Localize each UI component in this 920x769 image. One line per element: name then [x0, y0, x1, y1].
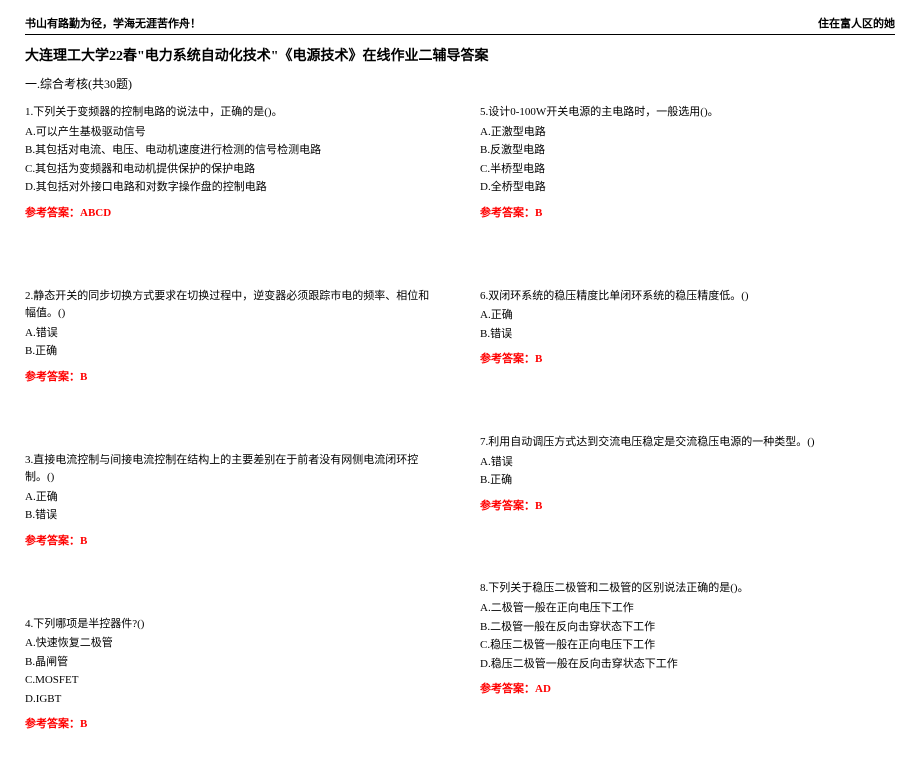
option: B.正确 — [480, 472, 895, 490]
question-3: 3.直接电流控制与间接电流控制在结构上的主要差别在于前者没有网侧电流闭环控制。(… — [25, 452, 440, 551]
right-column: 5.设计0-100W开关电源的主电路时，一般选用()。 A.正激型电路 B.反激… — [480, 104, 895, 769]
option: D.其包括对外接口电路和对数字操作盘的控制电路 — [25, 179, 440, 197]
option: C.MOSFET — [25, 672, 440, 690]
option: B.反激型电路 — [480, 142, 895, 160]
question-text: 6.双闭环系统的稳压精度比单闭环系统的稳压精度低。() — [480, 288, 895, 306]
answer-label: 参考答案：B — [480, 498, 895, 516]
option: D.稳压二极管一般在反向击穿状态下工作 — [480, 656, 895, 674]
question-6: 6.双闭环系统的稳压精度比单闭环系统的稳压精度低。() A.正确 B.错误 参考… — [480, 288, 895, 369]
question-8: 8.下列关于稳压二极管和二极管的区别说法正确的是()。 A.二极管一般在正向电压… — [480, 580, 895, 699]
page-header: 书山有路勤为径，学海无涯苦作舟！ 住在富人区的她 — [25, 15, 895, 35]
option: A.错误 — [480, 454, 895, 472]
option: B.其包括对电流、电压、电动机速度进行检测的信号检测电路 — [25, 142, 440, 160]
question-text: 5.设计0-100W开关电源的主电路时，一般选用()。 — [480, 104, 895, 122]
question-1: 1.下列关于变频器的控制电路的说法中，正确的是()。 A.可以产生基极驱动信号 … — [25, 104, 440, 223]
answer-label: 参考答案：B — [480, 351, 895, 369]
option: A.正确 — [25, 489, 440, 507]
option: B.错误 — [480, 326, 895, 344]
question-text: 3.直接电流控制与间接电流控制在结构上的主要差别在于前者没有网侧电流闭环控制。(… — [25, 452, 440, 487]
question-text: 1.下列关于变频器的控制电路的说法中，正确的是()。 — [25, 104, 440, 122]
option: A.可以产生基极驱动信号 — [25, 124, 440, 142]
question-text: 7.利用自动调压方式达到交流电压稳定是交流稳压电源的一种类型。() — [480, 434, 895, 452]
option: A.正确 — [480, 307, 895, 325]
option: A.正激型电路 — [480, 124, 895, 142]
option: A.二极管一般在正向电压下工作 — [480, 600, 895, 618]
answer-label: 参考答案：ABCD — [25, 205, 440, 223]
answer-label: 参考答案：B — [25, 369, 440, 387]
question-5: 5.设计0-100W开关电源的主电路时，一般选用()。 A.正激型电路 B.反激… — [480, 104, 895, 223]
content-columns: 1.下列关于变频器的控制电路的说法中，正确的是()。 A.可以产生基极驱动信号 … — [25, 104, 895, 769]
answer-label: 参考答案：B — [25, 533, 440, 551]
option: D.全桥型电路 — [480, 179, 895, 197]
option: C.其包括为变频器和电动机提供保护的保护电路 — [25, 161, 440, 179]
option: D.IGBT — [25, 691, 440, 709]
question-text: 2.静态开关的同步切换方式要求在切换过程中，逆变器必须跟踪市电的频率、相位和幅值… — [25, 288, 440, 323]
option: C.稳压二极管一般在正向电压下工作 — [480, 637, 895, 655]
answer-label: 参考答案：B — [25, 716, 440, 734]
header-left: 书山有路勤为径，学海无涯苦作舟！ — [25, 15, 201, 31]
question-text: 8.下列关于稳压二极管和二极管的区别说法正确的是()。 — [480, 580, 895, 598]
option: A.错误 — [25, 325, 440, 343]
option: C.半桥型电路 — [480, 161, 895, 179]
answer-label: 参考答案：B — [480, 205, 895, 223]
option: B.正确 — [25, 343, 440, 361]
question-7: 7.利用自动调压方式达到交流电压稳定是交流稳压电源的一种类型。() A.错误 B… — [480, 434, 895, 515]
answer-label: 参考答案：AD — [480, 681, 895, 699]
left-column: 1.下列关于变频器的控制电路的说法中，正确的是()。 A.可以产生基极驱动信号 … — [25, 104, 440, 769]
option: B.二极管一般在反向击穿状态下工作 — [480, 619, 895, 637]
question-text: 4.下列哪项是半控器件?() — [25, 616, 440, 634]
option: B.错误 — [25, 507, 440, 525]
option: A.快速恢复二极管 — [25, 635, 440, 653]
question-4: 4.下列哪项是半控器件?() A.快速恢复二极管 B.晶闸管 C.MOSFET … — [25, 616, 440, 735]
section-label: 一.综合考核(共30题) — [25, 75, 895, 92]
option: B.晶闸管 — [25, 654, 440, 672]
document-title: 大连理工大学22春"电力系统自动化技术"《电源技术》在线作业二辅导答案 — [25, 45, 895, 65]
question-2: 2.静态开关的同步切换方式要求在切换过程中，逆变器必须跟踪市电的频率、相位和幅值… — [25, 288, 440, 387]
header-right: 住在富人区的她 — [818, 15, 895, 31]
